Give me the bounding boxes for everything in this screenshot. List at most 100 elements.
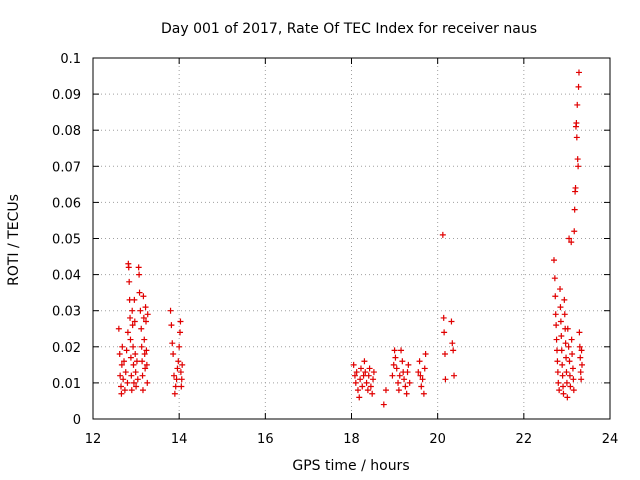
data-point [370,369,377,376]
data-point [143,347,150,354]
data-point [568,239,575,246]
data-point [352,379,359,386]
data-point [419,376,426,383]
data-point [560,383,567,390]
y-tick-labels: 0 0.01 0.02 0.03 0.04 0.05 0.06 0.07 0.08 0.09 0.1 [52,52,81,428]
data-point [395,387,402,394]
data-point [116,351,123,358]
y-tick-label: 0.07 [52,160,81,175]
y-tick-label: 0.06 [52,196,81,211]
data-point [139,358,146,365]
data-point [399,358,406,365]
data-point [561,311,568,318]
data-point [577,354,584,361]
x-tick-labels: 12 14 16 18 20 22 24 [85,432,619,447]
data-point [398,347,405,354]
data-point [130,361,137,368]
data-point [396,372,403,379]
data-point [354,387,361,394]
y-tick-label: 0 [73,413,81,428]
data-point [416,358,423,365]
data-point [578,347,585,354]
data-point [556,387,563,394]
data-point [554,358,561,365]
data-point [392,354,399,361]
data-point [448,318,455,325]
data-point [142,304,149,311]
data-point [450,347,457,354]
data-point [177,369,184,376]
data-point [566,358,573,365]
data-point [176,343,183,350]
data-point [137,307,144,314]
data-point [554,369,561,376]
data-point [365,372,372,379]
data-point [553,336,560,343]
data-point [369,390,376,397]
data-point [573,119,580,126]
data-point [120,376,127,383]
data-point [557,318,564,325]
data-point [576,343,583,350]
data-point [575,163,582,170]
data-point [557,286,564,293]
data-point [144,311,151,318]
data-point [142,365,149,372]
data-point [177,318,184,325]
data-point [572,184,579,191]
data-point [571,206,578,213]
data-point [133,383,140,390]
data-point [565,343,572,350]
data-point [439,231,446,238]
data-point [442,376,449,383]
data-point [168,322,175,329]
data-point [118,361,125,368]
data-point [566,372,573,379]
data-point [136,289,143,296]
data-point [558,332,565,339]
data-point [117,372,124,379]
y-tick-label: 0.1 [60,52,81,67]
data-point [362,369,369,376]
data-point [140,314,147,321]
data-point [132,351,139,358]
data-point [561,296,568,303]
data-point [563,379,570,386]
data-point [415,369,422,376]
data-point [575,83,582,90]
data-point [451,372,458,379]
data-point [129,322,136,329]
y-tick-label: 0.08 [52,124,81,139]
data-point [402,383,409,390]
data-point [141,351,148,358]
data-point [360,372,367,379]
data-point [440,314,447,321]
data-point [441,351,448,358]
chart-title: Day 001 of 2017, Rate Of TEC Index for r… [161,21,537,37]
data-point [380,401,387,408]
data-point [364,387,371,394]
data-point [170,372,177,379]
y-tick-label: 0.04 [52,269,81,284]
data-point [367,383,374,390]
data-point [422,351,429,358]
data-point [130,379,137,386]
data-point [138,325,145,332]
data-point [370,376,377,383]
data-point [121,358,128,365]
data-point [142,318,149,325]
x-tick-label: 22 [516,432,533,447]
data-point [559,372,566,379]
data-point [132,369,139,376]
data-point [122,369,129,376]
data-point [393,365,400,372]
data-point [356,394,363,401]
data-point [560,390,567,397]
x-tick-label: 18 [343,432,360,447]
data-point [401,376,408,383]
data-point [389,372,396,379]
grid-lines [93,58,610,419]
data-point [420,390,427,397]
data-point [177,329,184,336]
